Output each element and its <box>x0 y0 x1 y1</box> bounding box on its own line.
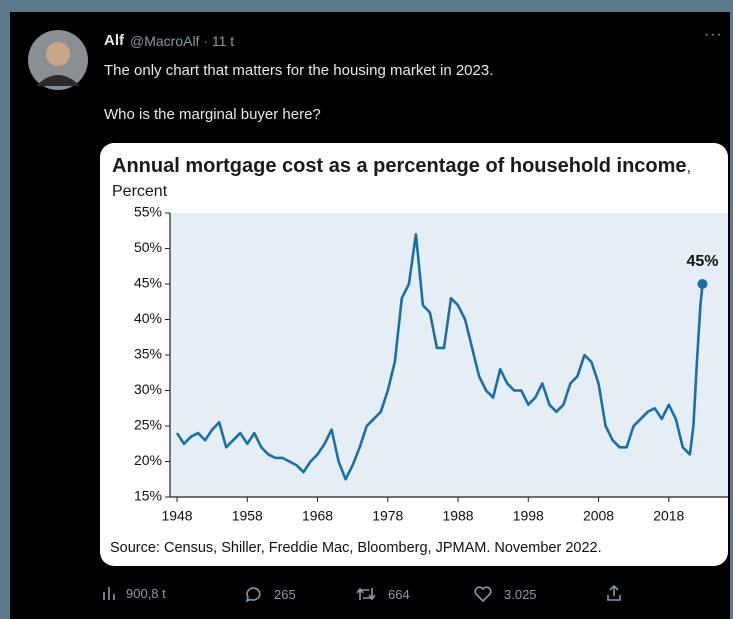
x-tick-label: 2018 <box>653 508 684 524</box>
x-tick-label: 1978 <box>372 508 403 524</box>
y-tick-label: 15% <box>134 488 162 504</box>
source: Source: Census, Shiller, Freddie Mac, Bl… <box>110 540 602 556</box>
avatar[interactable] <box>28 30 88 90</box>
y-tick-label: 45% <box>134 275 162 291</box>
views-count: 900,8 t <box>126 586 166 601</box>
y-tick-label: 35% <box>134 346 162 362</box>
title: Annual mortgage cost as a percentage of … <box>112 155 687 177</box>
y-tick-label: 55% <box>134 204 162 220</box>
reply-count: 265 <box>274 587 296 602</box>
more-button[interactable]: ··· <box>704 26 723 43</box>
data-line <box>175 233 704 481</box>
chart-title: Annual mortgage cost as a percentage of … <box>112 155 692 203</box>
retweet[interactable]: 664 <box>356 586 410 602</box>
x-tick-label: 1968 <box>302 508 333 524</box>
like[interactable]: 3.025 <box>474 586 537 603</box>
plot-background <box>170 213 728 497</box>
y-tick-label: 40% <box>134 310 162 326</box>
like-count: 3.025 <box>504 587 537 602</box>
subtitle: , Percent <box>112 159 692 200</box>
share[interactable] <box>605 584 623 602</box>
x-tick-label: 1948 <box>161 508 192 524</box>
tweet-text: The only chart that matters for the hous… <box>104 62 494 79</box>
x-tick-label: 2008 <box>583 508 614 524</box>
chart: 15% 20% 25% 30% 35% 40% 45% 50% 55% 1948 1958 1968 1… <box>110 204 728 556</box>
y-tick-label: 30% <box>134 381 162 397</box>
y-tick-label: 20% <box>134 452 162 468</box>
author-meta[interactable]: @MacroAlf · 11 t <box>130 33 235 49</box>
chart-card[interactable]: Annual mortgage cost as a percentage of … <box>100 143 728 566</box>
end-point <box>697 279 708 289</box>
annotation: 45% <box>686 253 718 270</box>
tweet: Alf @MacroAlf · 11 t ··· The only chart … <box>10 12 730 619</box>
x-tick-label: 1988 <box>442 508 473 524</box>
x-tick-label: 1998 <box>513 508 544 524</box>
retweet-count: 664 <box>388 587 410 602</box>
author-name[interactable]: Alf <box>104 32 124 49</box>
y-tick-label: 25% <box>134 417 162 433</box>
y-tick-label: 50% <box>134 239 162 255</box>
tweet-text: Who is the marginal buyer here? <box>104 106 321 123</box>
views[interactable]: 900,8 t <box>102 586 166 601</box>
reply[interactable]: 265 <box>244 586 296 603</box>
x-tick-label: 1958 <box>232 508 263 524</box>
